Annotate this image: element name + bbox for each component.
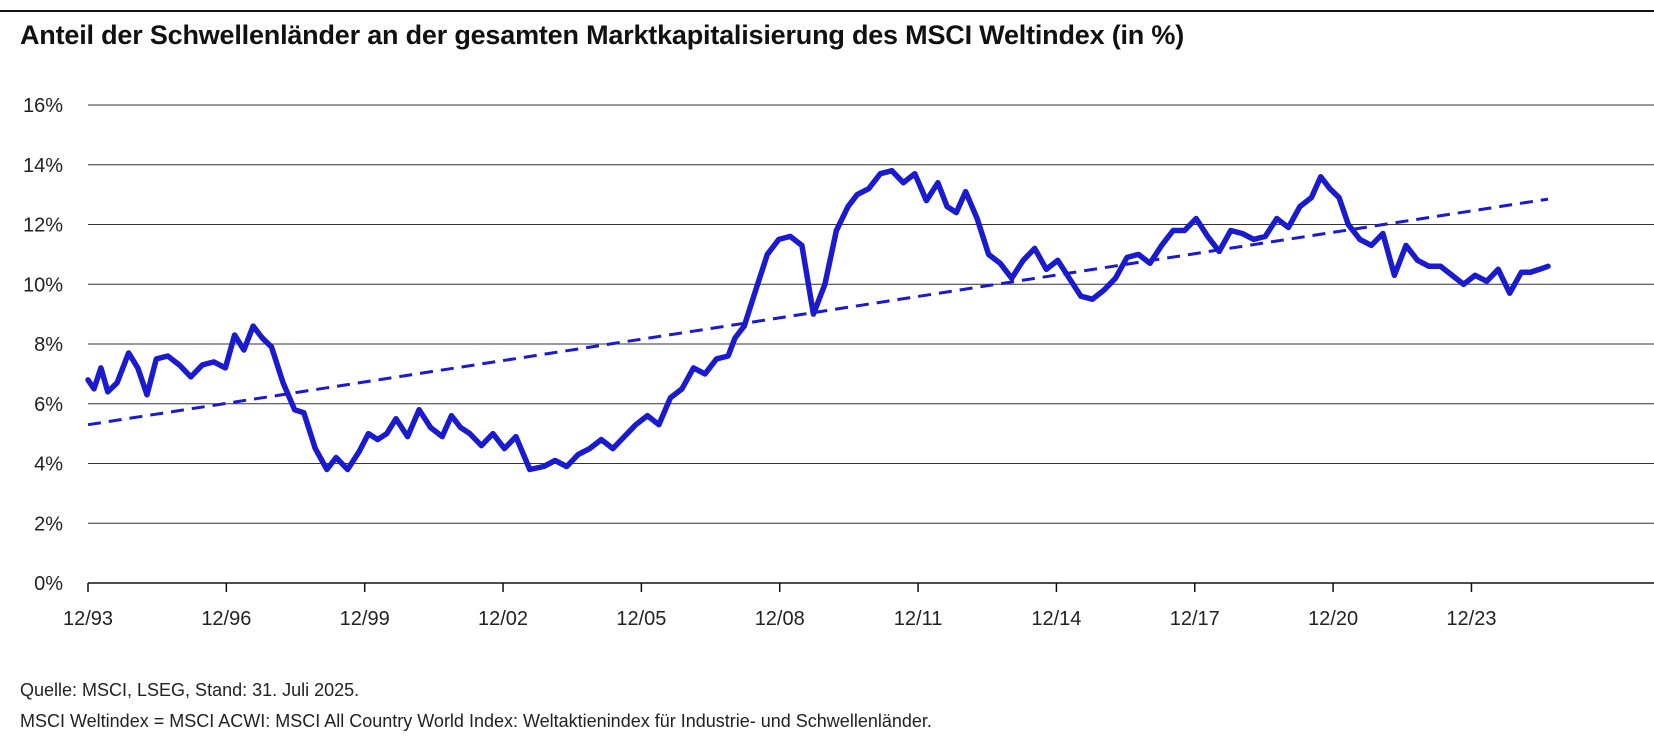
x-tick-label: 12/05 — [616, 608, 666, 630]
y-tick-label: 10% — [23, 274, 63, 296]
y-tick-label: 6% — [34, 394, 63, 416]
x-tick-label: 12/17 — [1170, 608, 1220, 630]
top-rule — [0, 10, 1654, 12]
y-tick-label: 16% — [23, 95, 63, 117]
trend-line — [87, 197, 1549, 427]
x-tick-label: 12/02 — [478, 608, 528, 630]
y-tick-label: 14% — [23, 155, 63, 177]
x-tick-label: 12/20 — [1308, 608, 1358, 630]
x-tick-label: 12/08 — [755, 608, 805, 630]
series-lines — [85, 167, 1551, 473]
y-tick-label: 4% — [34, 454, 63, 476]
y-tick-label: 0% — [34, 573, 63, 595]
source-note: Quelle: MSCI, LSEG, Stand: 31. Juli 2025… — [20, 680, 360, 700]
x-tick-label: 12/11 — [894, 608, 943, 630]
x-tick-label: 12/96 — [201, 608, 251, 630]
chart-title: Anteil der Schwellenländer an der gesamt… — [20, 20, 1184, 50]
x-axis: 12/93 12/96 12/99 12/02 12/05 12/08 12/11 12/14… — [63, 582, 1654, 630]
x-tick-label: 12/23 — [1446, 608, 1496, 630]
x-tick-label: 12/93 — [63, 608, 113, 630]
y-tick-label: 8% — [34, 334, 63, 356]
index-note: MSCI Weltindex = MSCI ACWI: MSCI All Cou… — [20, 711, 932, 731]
share-line — [85, 167, 1551, 473]
y-tick-label: 12% — [23, 215, 63, 237]
x-tick-label: 12/99 — [340, 608, 390, 630]
x-tick-label: 12/14 — [1031, 608, 1081, 630]
y-axis-ticks: 0% 2% 4% 6% 8% 10% 12% 14% 16% — [23, 95, 63, 595]
y-tick-label: 2% — [34, 513, 63, 535]
